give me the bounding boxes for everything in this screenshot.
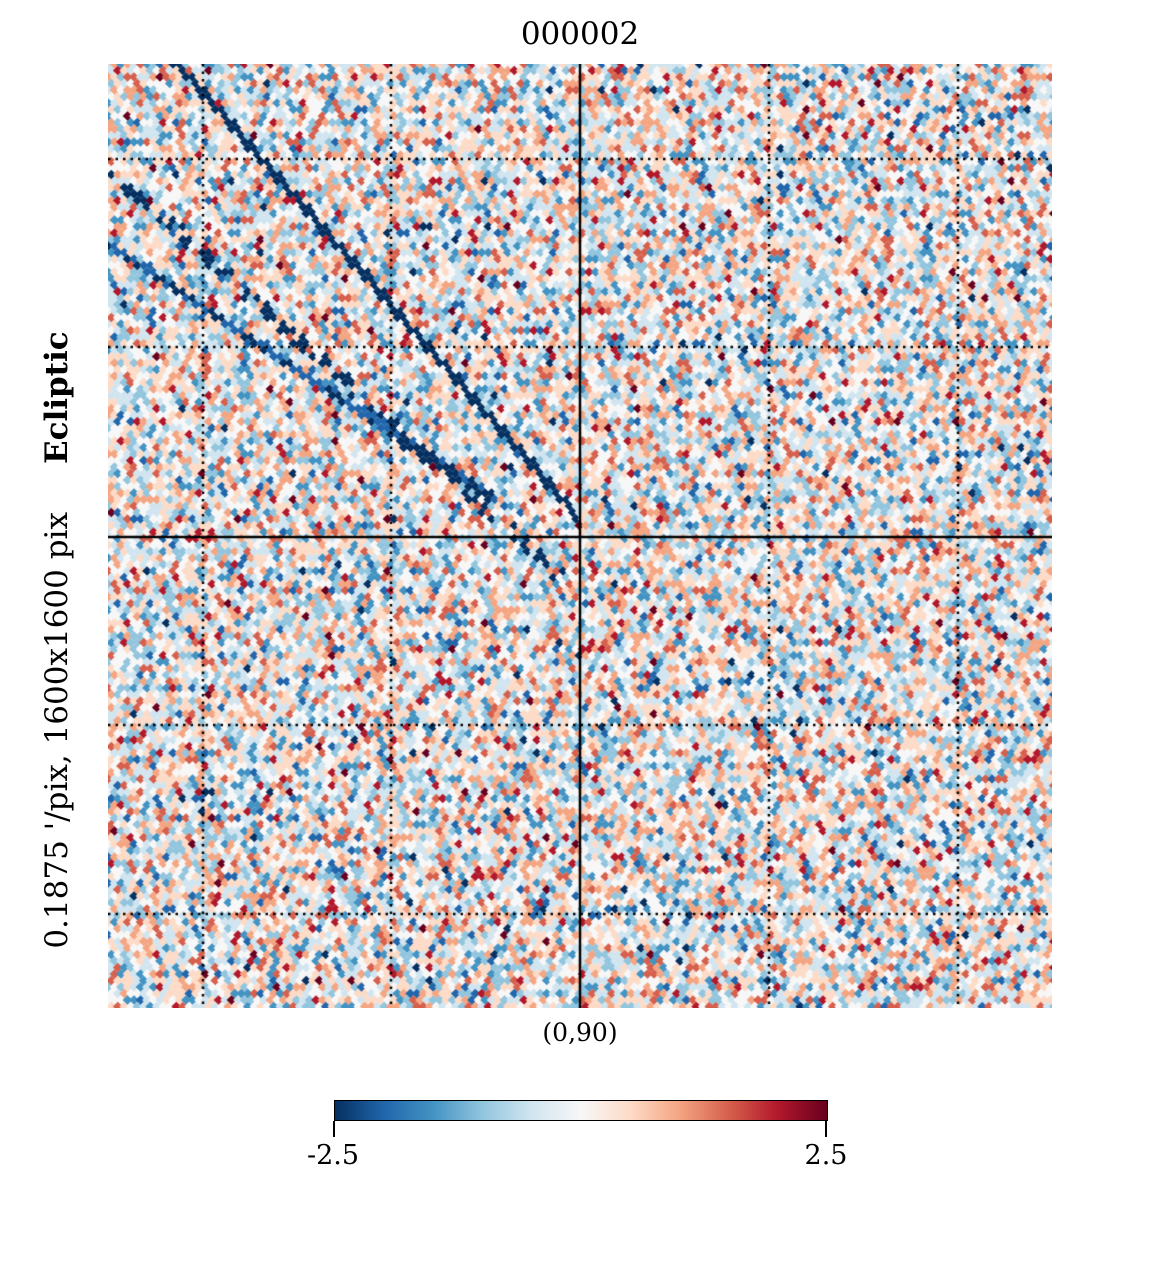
- colorbar: [334, 1100, 828, 1121]
- y-axis-label: 0.1875 '/pix, 1600x1600 pix Ecliptic: [39, 331, 75, 948]
- heatmap: [108, 64, 1052, 1008]
- y-axis-label-resolution: 0.1875 '/pix, 1600x1600 pix: [39, 512, 75, 949]
- colorbar-tick-max: [825, 1121, 827, 1137]
- x-axis-label: (0,90): [542, 1018, 618, 1047]
- coordinate-system-label: Ecliptic: [39, 331, 75, 465]
- colorbar-min-label: -2.5: [306, 1140, 360, 1171]
- colorbar-tick-min: [333, 1121, 335, 1137]
- chart-title: 000002: [520, 16, 640, 52]
- colorbar-max-label: 2.5: [804, 1140, 848, 1171]
